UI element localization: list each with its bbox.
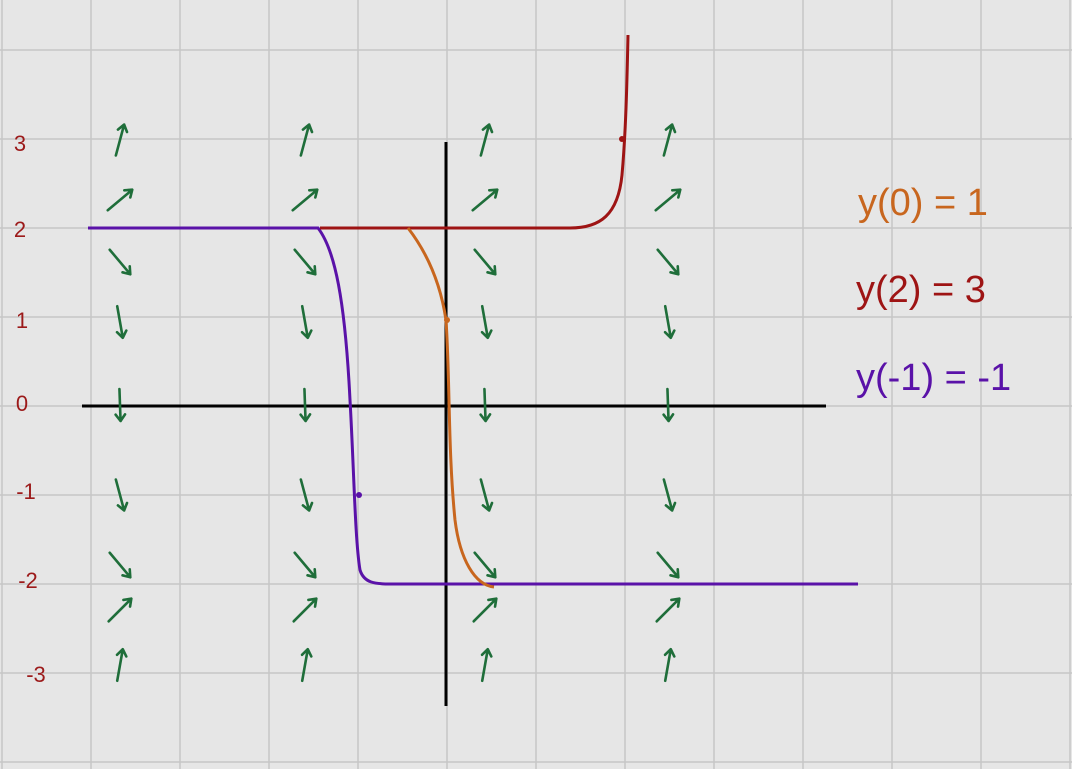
axis-label: 3 (14, 131, 26, 156)
slope-arrow (114, 123, 129, 157)
slope-arrow (662, 478, 677, 512)
slope-arrow (654, 188, 682, 212)
annotation: y(-1) = -1 (856, 357, 1011, 399)
initial-point (444, 317, 450, 323)
slope-arrow (108, 248, 132, 276)
slope-arrow (663, 304, 676, 340)
slope-arrow (656, 248, 680, 276)
slope-arrow (479, 478, 494, 512)
slope-arrow (300, 647, 313, 683)
slope-arrow (480, 304, 493, 340)
slope-arrow (292, 597, 318, 623)
annotation: y(2) = 3 (856, 269, 986, 311)
slope-arrow (472, 597, 498, 623)
initial-point (356, 492, 362, 498)
axis-label: 2 (14, 217, 26, 242)
solution-curve-purple (88, 226, 858, 586)
slope-arrow (473, 248, 497, 276)
slope-arrow (114, 478, 129, 512)
slope-arrow (479, 387, 492, 423)
slope-arrow (299, 387, 312, 423)
slope-arrow (480, 647, 493, 683)
slope-arrow (114, 387, 127, 423)
slope-arrow (293, 551, 317, 579)
slope-arrow (479, 123, 494, 157)
slope-arrow (108, 551, 132, 579)
slope-arrow (656, 551, 680, 579)
axis-label: -2 (18, 568, 38, 593)
slope-arrow (473, 551, 497, 579)
slope-arrow (106, 188, 134, 212)
axis-label: -3 (26, 662, 46, 687)
slope-arrow (300, 304, 313, 340)
initial-point (619, 136, 625, 142)
slope-arrow (115, 647, 128, 683)
slope-arrow (662, 387, 675, 423)
slope-arrow (299, 478, 314, 512)
annotation: y(0) = 1 (858, 182, 988, 224)
solution-curve-orange (406, 227, 495, 589)
slope-field (106, 123, 682, 683)
slope-arrow (471, 188, 499, 212)
slope-arrow (299, 123, 314, 157)
axis-label: 1 (16, 308, 28, 333)
solution-curve-red (320, 34, 630, 230)
slope-arrow (663, 647, 676, 683)
axis-label: -1 (16, 479, 36, 504)
slope-arrow (293, 248, 317, 276)
slope-arrow (107, 597, 133, 623)
axis-label: 0 (16, 391, 28, 416)
slope-arrow (655, 597, 681, 623)
slope-arrow (662, 123, 677, 157)
slope-arrow (291, 188, 319, 212)
slope-arrow (115, 304, 128, 340)
